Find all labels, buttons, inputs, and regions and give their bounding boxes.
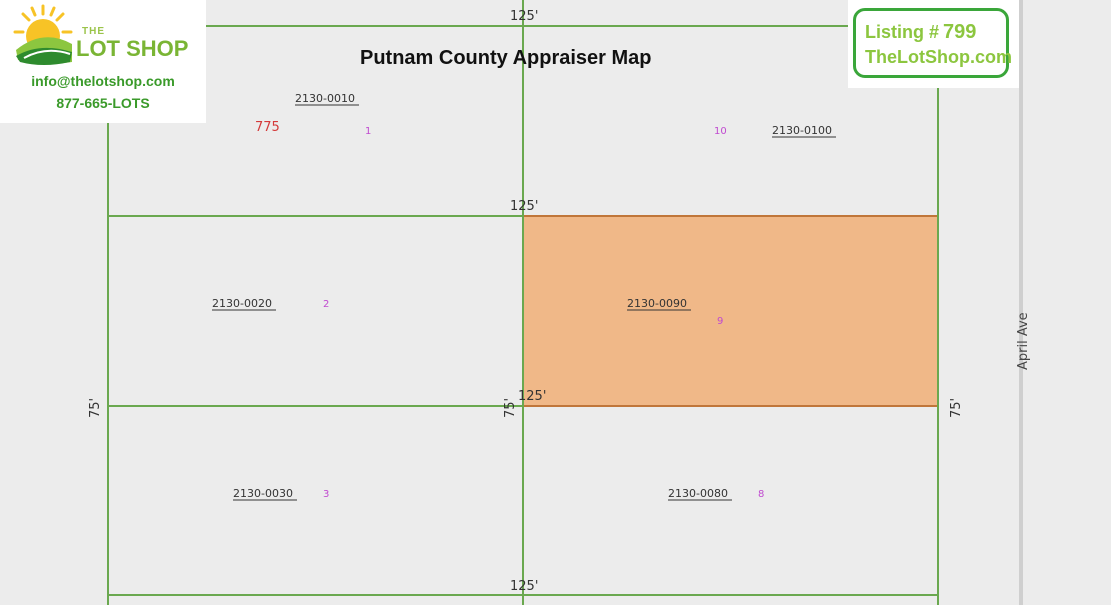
parcel-id: 2130-0090: [627, 297, 687, 310]
logo-name-text: LOT SHOP: [76, 36, 189, 61]
dimension-right-side: 75': [949, 398, 964, 418]
parcel-label-2130-0030[interactable]: 2130-0030 3: [233, 487, 329, 501]
parcel-id: 2130-0100: [772, 124, 832, 137]
parcel-id: 2130-0010: [295, 92, 355, 105]
lot-shop-logo-panel[interactable]: THE LOT SHOP info@thelotshop.com 877-665…: [0, 0, 206, 123]
parcel-id: 2130-0080: [668, 487, 728, 500]
lot-number: 8: [758, 489, 764, 500]
logo-the-text: THE: [82, 26, 105, 37]
map-title: Putnam County Appraiser Map: [360, 47, 652, 69]
street-edge: [1019, 0, 1023, 605]
lot-number: 10: [714, 126, 727, 137]
parcel-label-2130-0010[interactable]: 2130-0010 1: [295, 92, 371, 137]
contact-phone[interactable]: 877-665-LOTS: [56, 95, 150, 111]
listing-website[interactable]: TheLotShop.com: [865, 47, 1012, 67]
parcel-label-2130-0100[interactable]: 2130-0100 10: [714, 124, 836, 138]
parcel-label-2130-0090[interactable]: 2130-0090 9: [627, 297, 723, 327]
dimension-top: 125': [510, 9, 538, 24]
address-number: 775: [255, 120, 280, 135]
lot-number: 2: [323, 299, 329, 310]
listing-badge-panel: Listing #799 TheLotShop.com: [848, 0, 1019, 88]
lot-number: 9: [717, 316, 723, 327]
lot-number: 1: [365, 126, 371, 137]
dimension-subject-bottom: 125': [518, 389, 546, 404]
dimension-middle: 125': [510, 199, 538, 214]
dimension-left-side: 75': [88, 398, 103, 418]
parcel-id: 2130-0030: [233, 487, 293, 500]
parcel-id: 2130-0020: [212, 297, 272, 310]
street-name-april-ave: April Ave: [1016, 312, 1031, 370]
listing-number-line: Listing #799: [865, 21, 976, 44]
dimension-center-side: 75': [503, 398, 518, 418]
parcel-label-2130-0080[interactable]: 2130-0080 8: [668, 487, 764, 501]
listing-number: 799: [943, 21, 977, 43]
contact-email[interactable]: info@thelotshop.com: [31, 73, 175, 89]
sun-hills-logo-icon: [13, 4, 73, 65]
listing-badge[interactable]: Listing #799 TheLotShop.com: [853, 8, 1012, 78]
listing-label: Listing #: [865, 22, 940, 42]
lot-number: 3: [323, 489, 329, 500]
subject-parcel-highlight[interactable]: [522, 215, 939, 407]
dimension-bottom: 125': [510, 579, 538, 594]
parcel-label-2130-0020[interactable]: 2130-0020 2: [212, 297, 329, 311]
